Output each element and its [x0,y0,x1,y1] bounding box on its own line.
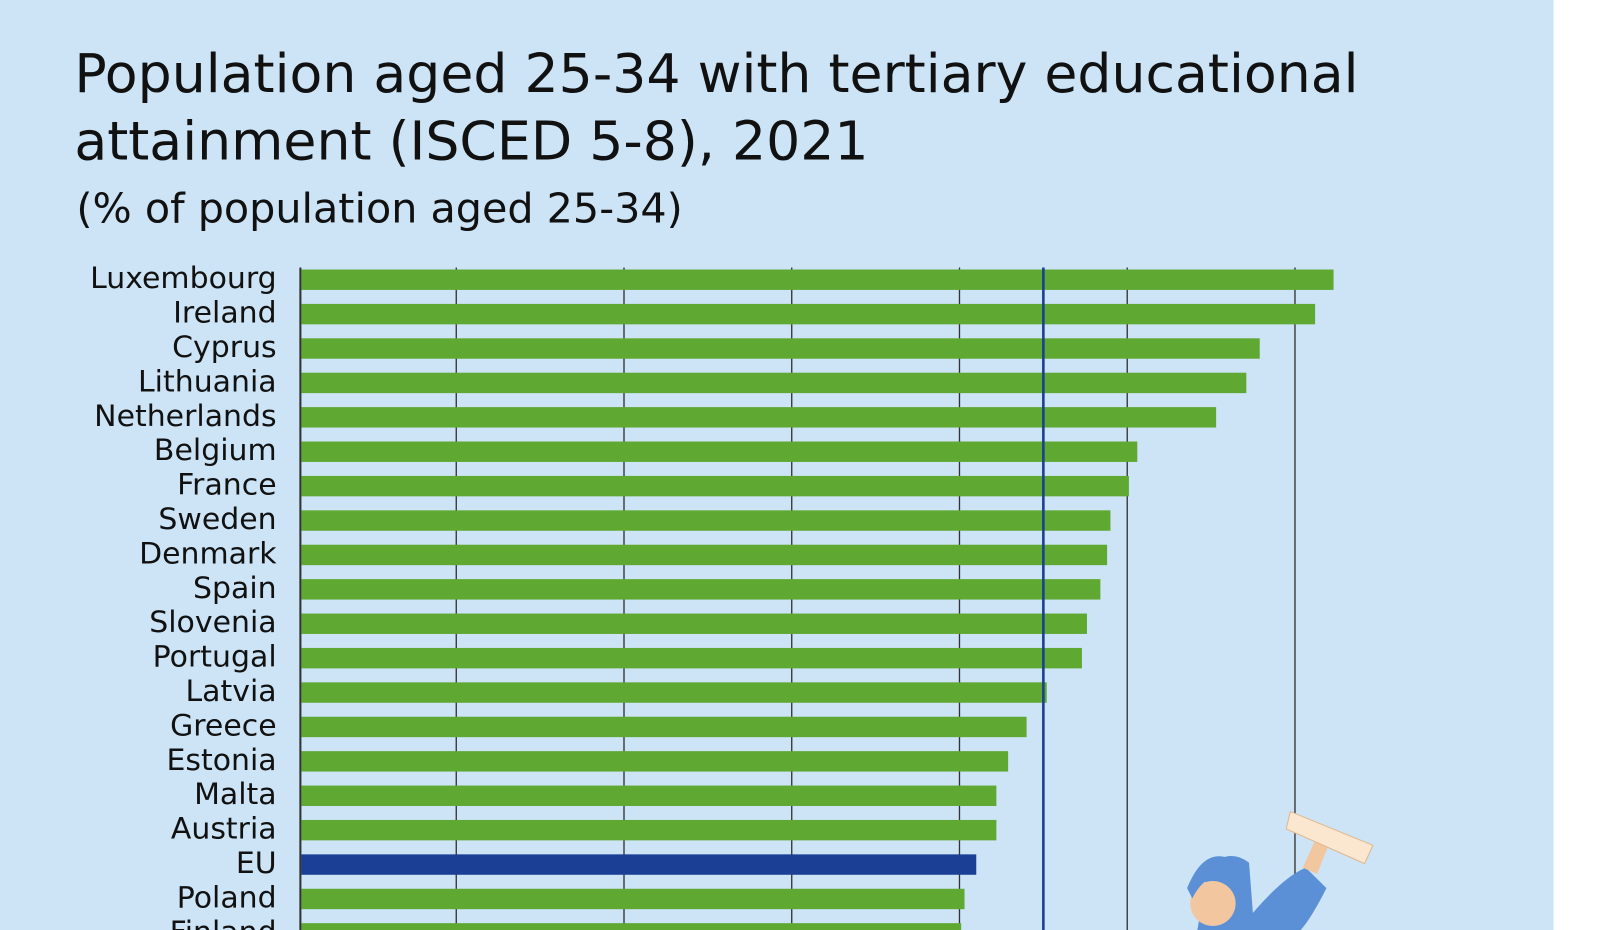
category-label: Cyprus [172,330,276,365]
category-label: Denmark [139,537,277,572]
bar [301,888,965,910]
category-label: Estonia [166,743,276,778]
bar [301,269,1334,290]
category-label: Latvia [186,674,277,709]
bar [301,647,1082,669]
bar [301,923,962,930]
bar [301,716,1027,738]
bar [301,510,1111,531]
illustration [1187,810,1374,930]
chart-title: Population aged 25-34 with tertiary educ… [74,43,1359,173]
category-label: France [177,468,277,503]
category-label: Malta [194,777,277,812]
category-label: Slovenia [149,605,276,640]
category-label: Austria [171,812,277,847]
bar [301,854,977,875]
bar [301,372,1247,394]
category-label: Luxembourg [90,261,277,296]
category-label: EU [236,846,277,881]
category-label: Netherlands [94,399,276,434]
category-label: Sweden [158,502,276,537]
category-label: Portugal [153,640,277,675]
bar [301,682,1047,703]
category-label: Spain [193,571,277,606]
bar [301,751,1009,772]
bar [301,441,1138,462]
category-label: Ireland [173,296,277,331]
category-label: Greece [170,709,277,744]
category-label: Belgium [154,433,277,468]
bar [301,338,1260,359]
chart-subtitle: (% of population aged 25-34) [76,184,682,232]
bar [301,613,1087,634]
bar [301,819,997,841]
category-label: Lithuania [138,365,277,400]
category-label: Poland [177,881,277,916]
bar [301,475,1129,497]
bar [301,785,997,806]
title-box: Population aged 25-34 with tertiary educ… [74,43,1359,173]
category-label: Finland [170,915,277,930]
bar [301,544,1108,566]
bar [301,407,1217,428]
bar [301,303,1316,325]
bar [301,579,1101,600]
